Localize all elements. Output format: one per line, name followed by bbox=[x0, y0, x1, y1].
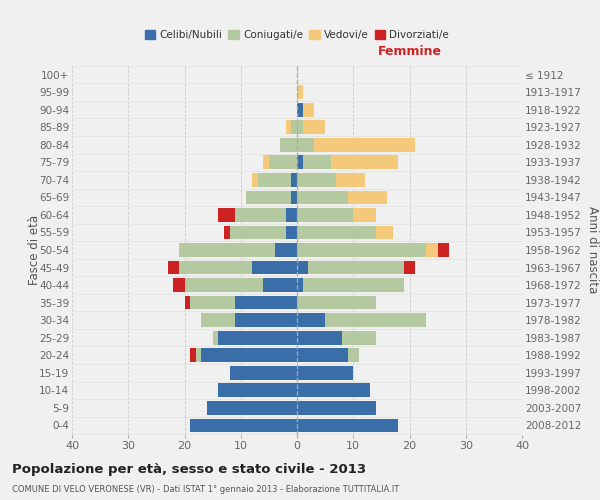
Bar bbox=[297, 260, 308, 274]
Bar bbox=[297, 86, 302, 99]
Bar bbox=[297, 120, 302, 134]
Bar bbox=[286, 120, 292, 134]
Bar bbox=[404, 260, 415, 274]
Bar bbox=[235, 314, 297, 327]
Bar bbox=[353, 208, 376, 222]
Bar bbox=[167, 260, 179, 274]
Bar bbox=[297, 156, 302, 169]
Bar bbox=[342, 331, 376, 344]
Bar bbox=[302, 103, 314, 117]
Bar bbox=[212, 331, 218, 344]
Bar bbox=[263, 156, 269, 169]
Bar bbox=[297, 384, 370, 397]
Bar bbox=[202, 314, 235, 327]
Bar bbox=[302, 278, 404, 292]
Bar bbox=[269, 156, 297, 169]
Bar bbox=[331, 156, 398, 169]
Y-axis label: Anni di nascita: Anni di nascita bbox=[586, 206, 599, 294]
Bar bbox=[202, 348, 297, 362]
Bar bbox=[297, 314, 325, 327]
Bar bbox=[297, 296, 376, 310]
Bar bbox=[292, 190, 297, 204]
Bar bbox=[218, 208, 235, 222]
Bar bbox=[179, 243, 275, 257]
Bar bbox=[297, 226, 376, 239]
Legend: Celibi/Nubili, Coniugati/e, Vedovi/e, Divorziati/e: Celibi/Nubili, Coniugati/e, Vedovi/e, Di… bbox=[140, 26, 454, 44]
Bar bbox=[185, 278, 263, 292]
Bar bbox=[308, 260, 404, 274]
Bar bbox=[190, 296, 235, 310]
Bar bbox=[286, 208, 297, 222]
Bar bbox=[297, 331, 342, 344]
Bar bbox=[275, 243, 297, 257]
Bar bbox=[337, 173, 365, 186]
Bar bbox=[257, 173, 292, 186]
Bar bbox=[218, 384, 297, 397]
Bar bbox=[190, 418, 297, 432]
Bar bbox=[252, 173, 257, 186]
Bar bbox=[196, 348, 202, 362]
Bar bbox=[314, 138, 415, 151]
Bar bbox=[190, 348, 196, 362]
Bar bbox=[297, 138, 314, 151]
Bar bbox=[207, 401, 297, 414]
Bar bbox=[224, 226, 229, 239]
Bar bbox=[302, 120, 325, 134]
Bar bbox=[247, 190, 292, 204]
Bar bbox=[235, 208, 286, 222]
Bar bbox=[302, 156, 331, 169]
Bar bbox=[263, 278, 297, 292]
Bar bbox=[252, 260, 297, 274]
Bar bbox=[297, 190, 347, 204]
Bar bbox=[218, 331, 297, 344]
Bar bbox=[297, 208, 353, 222]
Bar bbox=[235, 296, 297, 310]
Bar bbox=[325, 314, 427, 327]
Bar bbox=[292, 173, 297, 186]
Bar bbox=[297, 366, 353, 380]
Bar bbox=[185, 296, 190, 310]
Bar bbox=[347, 348, 359, 362]
Bar bbox=[297, 173, 337, 186]
Bar bbox=[179, 260, 252, 274]
Bar bbox=[437, 243, 449, 257]
Bar bbox=[427, 243, 437, 257]
Bar bbox=[297, 278, 302, 292]
Bar bbox=[297, 348, 347, 362]
Bar bbox=[297, 103, 302, 117]
Text: Popolazione per età, sesso e stato civile - 2013: Popolazione per età, sesso e stato civil… bbox=[12, 462, 366, 475]
Bar bbox=[229, 226, 286, 239]
Bar bbox=[229, 366, 297, 380]
Text: COMUNE DI VELO VERONESE (VR) - Dati ISTAT 1° gennaio 2013 - Elaborazione TUTTITA: COMUNE DI VELO VERONESE (VR) - Dati ISTA… bbox=[12, 485, 399, 494]
Bar bbox=[297, 418, 398, 432]
Text: Femmine: Femmine bbox=[377, 44, 442, 58]
Bar bbox=[292, 120, 297, 134]
Bar bbox=[173, 278, 185, 292]
Y-axis label: Fasce di età: Fasce di età bbox=[28, 215, 41, 285]
Bar bbox=[297, 401, 376, 414]
Bar bbox=[297, 243, 427, 257]
Bar bbox=[280, 138, 297, 151]
Bar bbox=[376, 226, 392, 239]
Bar bbox=[347, 190, 387, 204]
Bar bbox=[286, 226, 297, 239]
